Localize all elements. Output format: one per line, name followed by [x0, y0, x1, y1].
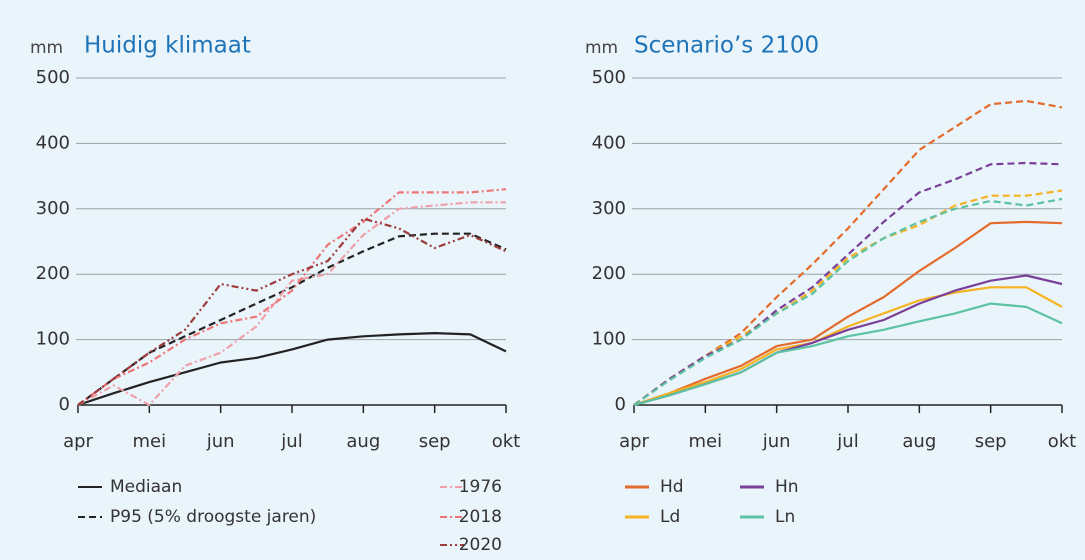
series-line: [77, 232, 507, 406]
legend-label: P95 (5% droogste jaren): [110, 507, 316, 527]
legend-label: Hd: [660, 477, 684, 497]
y-tick-label: 100: [592, 329, 626, 350]
series-line: [633, 286, 1063, 407]
panel-title: Huidig klimaat: [84, 33, 251, 59]
y-tick-label: 300: [36, 198, 70, 219]
legend-label: 1976: [459, 477, 502, 497]
legend-label: Ln: [775, 507, 795, 527]
y-tick-label: 300: [592, 198, 626, 219]
x-tick-label: apr: [619, 431, 649, 452]
panel-title: Scenario’s 2100: [634, 33, 819, 59]
legend-label: 2018: [459, 507, 502, 527]
series-line: [633, 220, 1063, 407]
x-tick-label: jul: [280, 431, 302, 452]
y-tick-label: 200: [592, 263, 626, 284]
x-tick-label: aug: [902, 431, 936, 452]
y-tick-label: 200: [36, 263, 70, 284]
x-tick-label: okt: [1048, 431, 1077, 452]
legend-label: 2020: [459, 535, 502, 555]
x-tick-label: mei: [689, 431, 723, 452]
x-tick-label: jun: [206, 431, 235, 452]
series-line: [633, 197, 1063, 406]
y-tick-label: 500: [592, 67, 626, 88]
x-tick-label: sep: [975, 431, 1007, 452]
unit-label: mm: [30, 38, 63, 58]
legend-label: Hn: [775, 477, 799, 497]
x-tick-label: okt: [492, 431, 521, 452]
y-tick-label: 400: [36, 132, 70, 153]
x-tick-label: jun: [762, 431, 791, 452]
y-tick-label: 0: [59, 394, 70, 415]
x-tick-label: apr: [63, 431, 93, 452]
series-line: [77, 332, 507, 407]
series-line: [633, 161, 1063, 406]
legend-label: Mediaan: [110, 477, 182, 497]
x-tick-label: aug: [346, 431, 380, 452]
series-line: [633, 302, 1063, 407]
x-tick-label: mei: [133, 431, 167, 452]
series-line: [77, 188, 507, 406]
series-line: [633, 99, 1063, 406]
x-tick-label: jul: [836, 431, 858, 452]
y-tick-label: 100: [36, 329, 70, 350]
series-line: [77, 217, 507, 406]
y-tick-label: 0: [615, 394, 626, 415]
x-tick-label: sep: [419, 431, 451, 452]
y-tick-label: 500: [36, 67, 70, 88]
legend-label: Ld: [660, 507, 680, 527]
series-line: [77, 201, 506, 407]
y-tick-label: 400: [592, 132, 626, 153]
unit-label: mm: [585, 38, 618, 58]
